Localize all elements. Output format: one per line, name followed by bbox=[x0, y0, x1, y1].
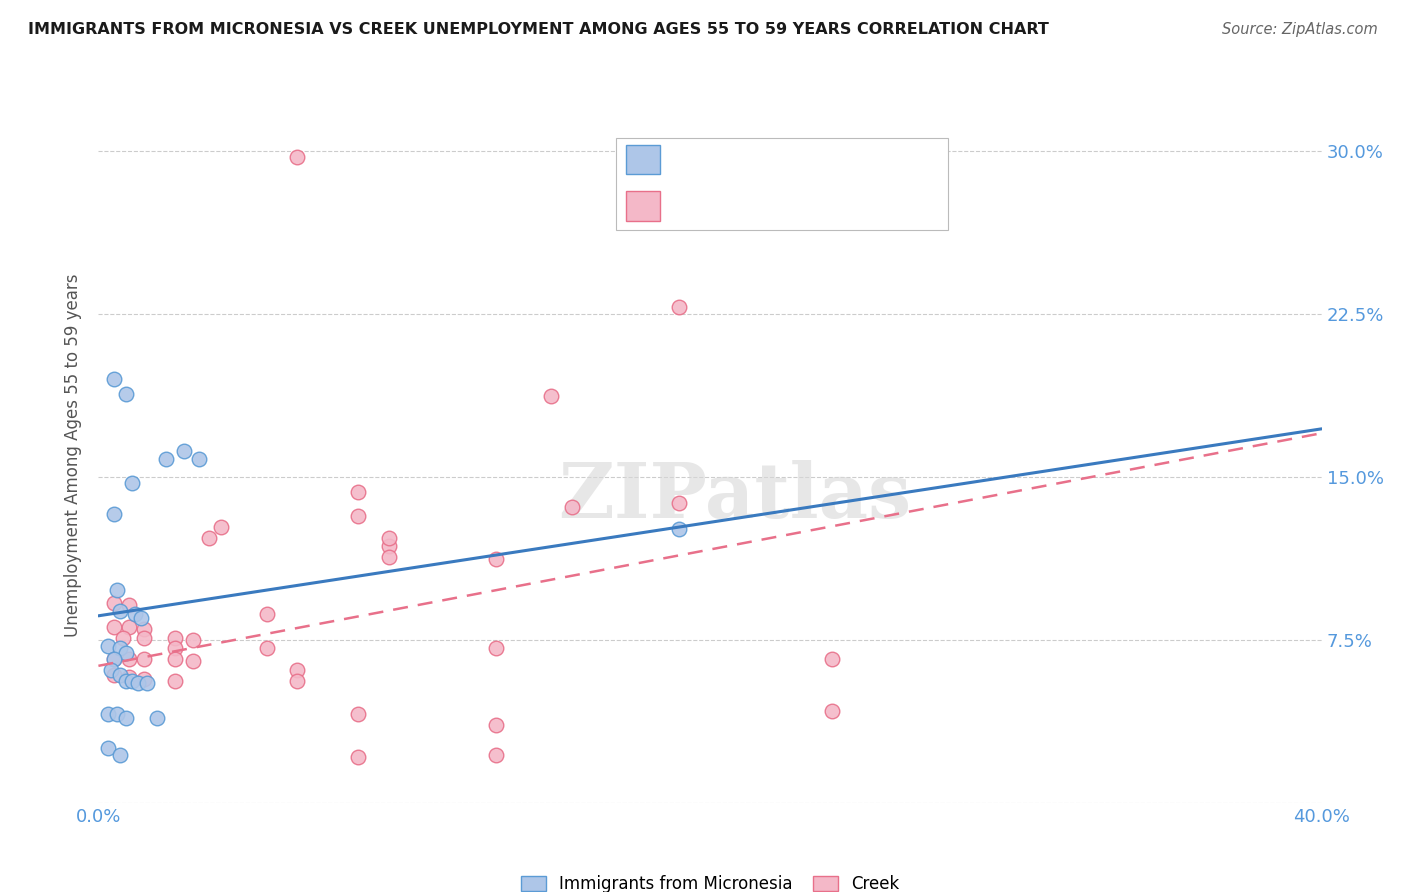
Point bbox=[256, 607, 278, 621]
Point bbox=[129, 611, 152, 625]
Point bbox=[103, 667, 125, 681]
Point bbox=[124, 607, 146, 621]
Point bbox=[485, 552, 508, 566]
Point bbox=[285, 674, 308, 689]
Point bbox=[821, 652, 844, 666]
Point bbox=[121, 674, 143, 689]
Point bbox=[134, 672, 156, 686]
Point bbox=[97, 741, 120, 756]
Point bbox=[668, 300, 690, 314]
Point bbox=[197, 531, 219, 545]
Point bbox=[111, 631, 134, 645]
Point bbox=[163, 652, 186, 666]
Point bbox=[97, 639, 120, 653]
Point bbox=[115, 711, 138, 725]
Point bbox=[134, 622, 156, 636]
Point bbox=[103, 652, 125, 666]
Point bbox=[118, 670, 141, 684]
Point bbox=[115, 387, 138, 401]
Point bbox=[103, 507, 125, 521]
Point bbox=[121, 476, 143, 491]
Point bbox=[103, 596, 125, 610]
Point bbox=[485, 747, 508, 762]
Point bbox=[285, 150, 308, 164]
Point bbox=[347, 508, 370, 523]
Point bbox=[118, 652, 141, 666]
Point bbox=[105, 706, 128, 721]
Point bbox=[256, 641, 278, 656]
Point bbox=[285, 663, 308, 677]
Point bbox=[561, 500, 583, 514]
Point bbox=[668, 522, 690, 536]
FancyBboxPatch shape bbox=[626, 192, 661, 220]
Point bbox=[127, 676, 149, 690]
Text: 28: 28 bbox=[855, 152, 877, 167]
Point bbox=[163, 631, 186, 645]
Text: R =: R = bbox=[673, 152, 702, 167]
Point bbox=[115, 646, 138, 660]
Point bbox=[668, 496, 690, 510]
Point bbox=[378, 550, 401, 565]
Text: ZIPatlas: ZIPatlas bbox=[558, 459, 911, 533]
Text: 0.293: 0.293 bbox=[714, 152, 763, 167]
FancyBboxPatch shape bbox=[616, 137, 948, 230]
Point bbox=[103, 652, 125, 666]
Point bbox=[103, 620, 125, 634]
Point bbox=[485, 717, 508, 731]
Point bbox=[347, 750, 370, 764]
Text: N =: N = bbox=[811, 152, 839, 167]
Point bbox=[118, 598, 141, 612]
Point bbox=[347, 706, 370, 721]
Point bbox=[181, 655, 204, 669]
Point bbox=[378, 539, 401, 553]
Point bbox=[209, 519, 232, 533]
Point bbox=[540, 389, 562, 403]
FancyBboxPatch shape bbox=[626, 145, 661, 174]
Legend: Immigrants from Micronesia, Creek: Immigrants from Micronesia, Creek bbox=[513, 867, 907, 892]
Text: Source: ZipAtlas.com: Source: ZipAtlas.com bbox=[1222, 22, 1378, 37]
Text: 43: 43 bbox=[855, 199, 876, 213]
Point bbox=[118, 620, 141, 634]
Point bbox=[97, 706, 120, 721]
Text: IMMIGRANTS FROM MICRONESIA VS CREEK UNEMPLOYMENT AMONG AGES 55 TO 59 YEARS CORRE: IMMIGRANTS FROM MICRONESIA VS CREEK UNEM… bbox=[28, 22, 1049, 37]
Text: N =: N = bbox=[811, 199, 839, 213]
Point bbox=[188, 452, 211, 467]
Point bbox=[163, 641, 186, 656]
Point bbox=[103, 372, 125, 386]
Point bbox=[108, 667, 131, 681]
Point bbox=[821, 705, 844, 719]
Point bbox=[108, 747, 131, 762]
Point bbox=[108, 641, 131, 656]
Point bbox=[163, 674, 186, 689]
Point bbox=[134, 652, 156, 666]
Point bbox=[108, 605, 131, 619]
Y-axis label: Unemployment Among Ages 55 to 59 years: Unemployment Among Ages 55 to 59 years bbox=[65, 273, 83, 637]
Text: R =: R = bbox=[673, 199, 702, 213]
Point bbox=[134, 631, 156, 645]
Point bbox=[181, 632, 204, 647]
Point bbox=[485, 641, 508, 656]
Point bbox=[145, 711, 167, 725]
Point bbox=[105, 582, 128, 597]
Point bbox=[347, 484, 370, 499]
Point bbox=[115, 674, 138, 689]
Point bbox=[155, 452, 177, 467]
Point bbox=[173, 443, 195, 458]
Point bbox=[378, 531, 401, 545]
Point bbox=[136, 676, 159, 690]
Point bbox=[100, 663, 122, 677]
Text: 0.318: 0.318 bbox=[714, 199, 763, 213]
